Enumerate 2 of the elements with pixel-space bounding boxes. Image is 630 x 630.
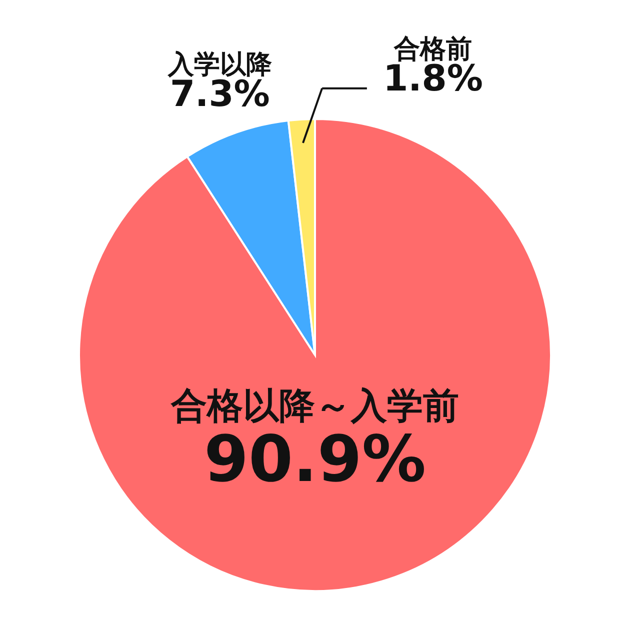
pie-slice xyxy=(78,118,552,592)
slice-label: 合格以降～入学前 xyxy=(170,386,459,427)
